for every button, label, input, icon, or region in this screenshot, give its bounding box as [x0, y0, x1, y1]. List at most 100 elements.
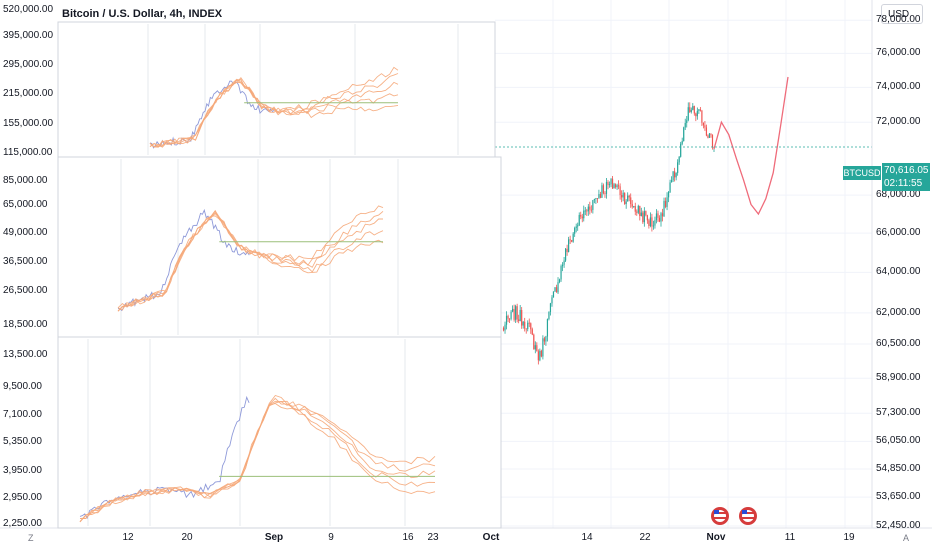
- projection-line: [713, 76, 789, 216]
- candle-body: [525, 328, 527, 330]
- candle-body: [508, 318, 511, 320]
- candle-body: [708, 133, 711, 138]
- candle-body: [621, 195, 623, 198]
- right-axis-label: 52,450.00: [876, 520, 921, 531]
- candle-body: [645, 211, 647, 216]
- symbol-badge: BTCUSD: [843, 166, 881, 180]
- candle-body: [642, 212, 644, 223]
- candle-body: [519, 310, 521, 321]
- candle-body: [539, 350, 541, 361]
- candle-body: [595, 198, 597, 200]
- candle-body: [605, 182, 608, 194]
- candle-body: [660, 213, 662, 222]
- candle-body: [672, 171, 674, 181]
- candle-body: [536, 345, 538, 352]
- right-axis-label: 57,300.00: [876, 407, 921, 419]
- candle-body: [522, 321, 524, 326]
- candle-body: [654, 220, 656, 226]
- left-axis-label: 3,950.00: [3, 465, 42, 476]
- candle-body: [628, 195, 630, 198]
- left-axis-label: 520,000.00: [3, 4, 54, 15]
- candle-body: [622, 192, 624, 198]
- gridlines: [495, 0, 872, 528]
- candle-body: [664, 200, 667, 207]
- zoom-toggle-button[interactable]: Z: [28, 533, 34, 543]
- candle-body: [568, 239, 570, 253]
- candle-body: [625, 201, 627, 205]
- left-axis-label: 65,000.00: [3, 199, 48, 210]
- candle-body: [518, 319, 520, 321]
- left-axis-label: 215,000.00: [3, 88, 54, 99]
- candle-body: [711, 134, 714, 148]
- candle-body: [507, 315, 509, 319]
- right-axis-label: 64,000.00: [876, 266, 921, 278]
- x-axis-label: Sep: [264, 532, 284, 543]
- right-axis-label: 56,050.00: [876, 435, 921, 447]
- candle-body: [598, 194, 600, 199]
- candle-body: [637, 205, 639, 213]
- right-axis-label: 78,000.00: [876, 14, 921, 26]
- candle-body: [699, 109, 701, 111]
- candle-body: [704, 125, 706, 128]
- fractal-line: [117, 205, 384, 312]
- candle-body: [565, 248, 567, 261]
- candle-body: [572, 233, 574, 242]
- candle-body: [530, 323, 532, 330]
- bar-countdown: 02:11:55: [884, 178, 923, 189]
- candle-body: [516, 306, 518, 320]
- candle-body: [512, 308, 514, 312]
- candle-body: [616, 185, 618, 188]
- left-axis-label: 49,000.00: [3, 227, 48, 238]
- right-axis-label: 72,000.00: [876, 116, 921, 128]
- right-axis-label: 54,850.00: [876, 462, 921, 474]
- x-axis-label: 23: [427, 532, 439, 543]
- right-axis-label: 76,000.00: [876, 47, 921, 59]
- candle-body: [549, 303, 552, 312]
- candle-body: [695, 113, 697, 117]
- candle-body: [710, 133, 712, 135]
- candle-body: [608, 184, 611, 186]
- candle-body: [705, 127, 708, 136]
- candle-body: [618, 185, 620, 187]
- candle-body: [702, 122, 704, 126]
- candle-body: [666, 197, 668, 207]
- currency-selector[interactable]: USD: [881, 4, 923, 24]
- candle-body: [613, 184, 615, 189]
- candle-body: [577, 225, 579, 227]
- candle-body: [569, 239, 571, 241]
- candle-body: [504, 324, 506, 331]
- x-axis-label: Oct: [482, 532, 500, 543]
- candle-body: [681, 141, 683, 144]
- us-flag-event-2[interactable]: [739, 507, 757, 525]
- candle-body: [627, 195, 629, 202]
- x-axis-label: 19: [843, 532, 855, 543]
- x-axis-label: 16: [402, 532, 414, 543]
- left-axis-label: 18,500.00: [3, 319, 48, 330]
- candle-body: [531, 329, 533, 335]
- candle-body: [648, 220, 650, 226]
- left-axis-label: 36,500.00: [3, 256, 48, 267]
- candle-body: [633, 206, 635, 207]
- us-flag-event-1[interactable]: [711, 507, 729, 525]
- candle-body: [634, 206, 636, 212]
- candle-body: [521, 310, 523, 326]
- candle-body: [592, 200, 594, 210]
- last-price-badge: 70,616.05 02:11:55: [882, 163, 930, 191]
- candle-body: [610, 178, 612, 185]
- candle-body: [557, 282, 559, 293]
- candle-body: [657, 213, 659, 218]
- chart-title: Bitcoin / U.S. Dollar, 4h, INDEX: [62, 8, 223, 20]
- x-axis-label: 22: [639, 532, 651, 543]
- fractal-line: [79, 394, 436, 522]
- fractal-line: [149, 73, 399, 148]
- right-axis-label: 58,900.00: [876, 372, 921, 384]
- candle-body: [604, 193, 606, 195]
- candle-body: [698, 109, 700, 111]
- candle-body: [696, 110, 698, 117]
- left-axis-label: 13,500.00: [3, 349, 48, 360]
- candle-body: [533, 334, 535, 350]
- candle-body: [652, 225, 655, 227]
- auto-scale-button[interactable]: A: [903, 533, 910, 543]
- candle-body: [646, 215, 648, 221]
